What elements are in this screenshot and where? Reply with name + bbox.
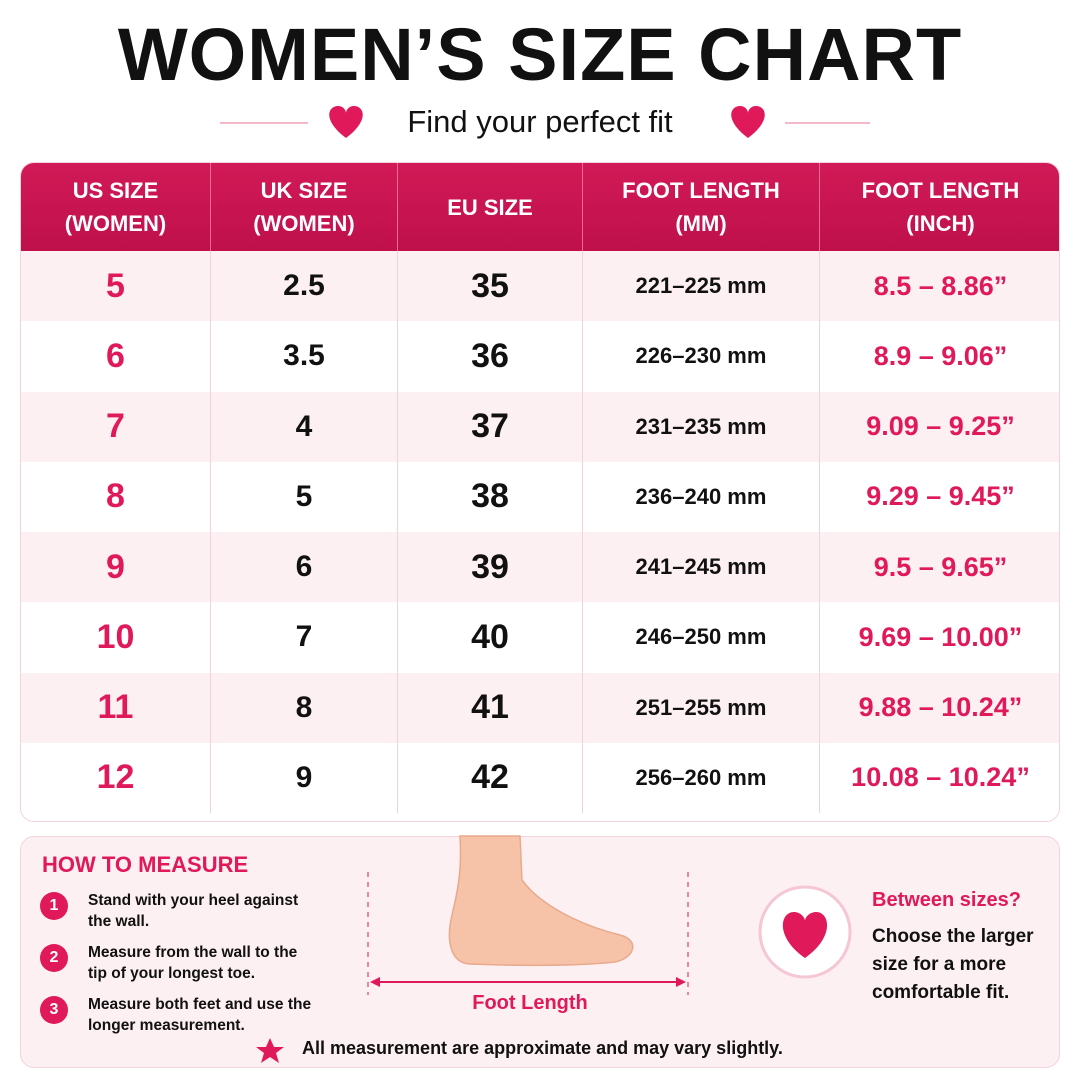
table-row: 10 7 40 246–250 mm 9.69 – 10.00”	[21, 602, 1059, 673]
subtitle: Find your perfect fit	[407, 104, 673, 139]
table-cell: 9	[21, 532, 211, 603]
table-cell: 40	[398, 602, 583, 673]
table-cell: 42	[398, 742, 583, 813]
table-cell: 5	[211, 461, 398, 532]
header-row: US SIZE (WOMEN) UK SIZE (WOMEN) EU SIZE FOOT …	[21, 163, 1059, 251]
table-cell: 6	[211, 532, 398, 603]
header-text: UK SIZE	[260, 178, 348, 203]
header-cell: FOOT LENGTH (INCH)	[820, 163, 1059, 251]
heart-icon	[731, 106, 765, 138]
header-text: FOOT LENGTH	[622, 178, 780, 203]
note: All measurement are approximate and may …	[302, 1038, 783, 1058]
tip-title: Between sizes?	[872, 889, 1021, 911]
table-cell: 9.69 – 10.00”	[858, 621, 1023, 652]
header-text: US SIZE	[72, 178, 159, 203]
step-text: Measure from the wall to the tip of your…	[88, 944, 298, 982]
table-cell: 3.5	[211, 321, 398, 392]
step: 3 Measure both feet and use the longer me…	[40, 994, 320, 1036]
tip-text: Choose the larger size for a more comfor…	[872, 926, 1034, 1003]
table-cell: 5	[21, 251, 211, 322]
header-text: (MM)	[675, 211, 727, 236]
table-cell: 256–260 mm	[583, 742, 820, 813]
table-cell: 35	[398, 251, 583, 322]
header-text: (INCH)	[906, 211, 975, 236]
table-row: 6 3.5 36 226–230 mm 8.9 – 9.06”	[21, 321, 1059, 392]
step-text: Stand with your heel against the wall.	[88, 892, 299, 930]
table-cell: 8.5 – 8.86”	[873, 270, 1008, 301]
table-cell: 7	[211, 602, 398, 673]
step: 2 Measure from the wall to the tip of you…	[40, 942, 320, 984]
table-row: 12 9 42 256–260 mm 10.08 – 10.24”	[21, 742, 1059, 813]
table-cell: 41	[398, 672, 583, 743]
step-number: 3	[40, 996, 68, 1024]
table-cell: 10.08 – 10.24”	[851, 762, 1030, 793]
table-cell: 9.5 – 9.65”	[873, 551, 1008, 582]
table-cell: 241–245 mm	[583, 532, 820, 603]
size-table: US SIZE (WOMEN) UK SIZE (WOMEN) EU SIZE FOOT …	[20, 162, 1060, 822]
table-cell: 6	[21, 321, 211, 392]
table-cell: 8	[21, 461, 211, 532]
header-text: (WOMEN)	[253, 211, 355, 236]
header-text: EU SIZE	[447, 194, 533, 220]
step-number: 2	[40, 944, 68, 972]
table-cell: 9.09 – 9.25”	[866, 411, 1015, 442]
table-cell: 9	[211, 742, 398, 813]
star-icon	[256, 1038, 284, 1063]
table-cell: 7	[21, 391, 211, 462]
table-cell: 39	[398, 532, 583, 603]
table-cell: 9.29 – 9.45”	[866, 481, 1015, 512]
table-row: 8 5 38 236–240 mm 9.29 – 9.45”	[21, 461, 1059, 532]
table-cell: 36	[398, 321, 583, 392]
table-cell: 9.88 – 10.24”	[858, 692, 1023, 723]
foot-length-label: Foot Length	[472, 992, 588, 1014]
step: 1 Stand with your heel against the wall.	[40, 890, 320, 932]
table-cell: 251–255 mm	[583, 672, 820, 743]
heart-icon	[329, 106, 363, 138]
table-cell: 10	[21, 602, 211, 673]
table-row: 7 4 37 231–235 mm 9.09 – 9.25”	[21, 391, 1059, 462]
header-cell: FOOT LENGTH (MM)	[583, 163, 820, 251]
title: WOMEN’S SIZE CHART	[117, 13, 963, 96]
table-cell: 8	[211, 672, 398, 743]
table-cell: 4	[211, 391, 398, 462]
header-text: FOOT LENGTH	[861, 178, 1020, 203]
table-cell: 38	[398, 461, 583, 532]
header-text: (WOMEN)	[64, 211, 167, 236]
table-cell: 37	[398, 391, 583, 462]
table-cell: 11	[21, 672, 211, 743]
header-cell: EU SIZE	[398, 163, 583, 251]
step-number: 1	[40, 892, 68, 920]
table-row: 11 8 41 251–255 mm 9.88 – 10.24”	[21, 672, 1059, 743]
header-cell: US SIZE (WOMEN)	[21, 163, 211, 251]
table-cell: 2.5	[211, 251, 398, 322]
foot	[448, 835, 634, 967]
table-cell: 221–225 mm	[583, 251, 820, 322]
table-cell: 8.9 – 9.06”	[873, 340, 1008, 371]
header-cell: UK SIZE (WOMEN)	[211, 163, 398, 251]
table-cell: 246–250 mm	[583, 602, 820, 673]
measure-title: HOW TO MEASURE	[42, 852, 249, 877]
table-cell: 236–240 mm	[583, 461, 820, 532]
heart-icon	[782, 912, 828, 958]
table-cell: 231–235 mm	[583, 391, 820, 462]
table-cell: 226–230 mm	[583, 321, 820, 392]
table-row: 5 2.5 35 221–225 mm 8.5 – 8.86”	[21, 251, 1059, 322]
step-text: Measure both feet and use the longer mea…	[88, 996, 312, 1034]
table-cell: 12	[21, 742, 211, 813]
table-row: 9 6 39 241–245 mm 9.5 – 9.65”	[21, 532, 1059, 603]
